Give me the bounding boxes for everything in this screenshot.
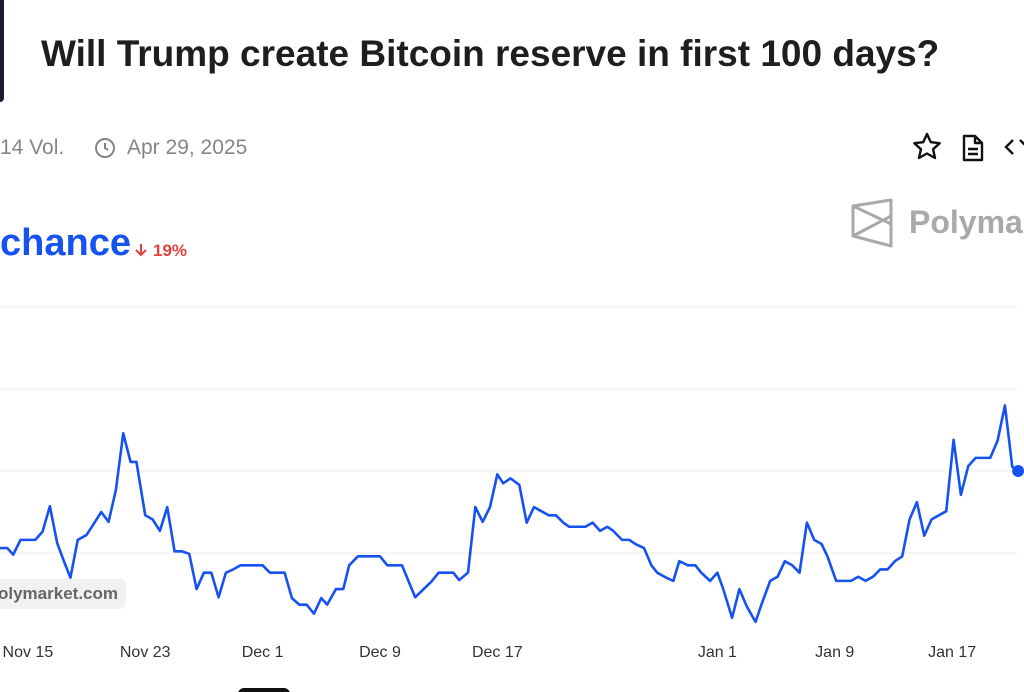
watermark: olymarket.com <box>0 579 126 609</box>
price-line <box>0 404 1019 624</box>
brand-name: Polymark <box>909 204 1024 240</box>
embed-button[interactable] <box>1004 136 1024 158</box>
bookmark-button[interactable] <box>912 132 942 162</box>
bottom-button[interactable] <box>238 688 290 692</box>
market-title: Will Trump create Bitcoin reserve in fir… <box>41 33 940 74</box>
document-button[interactable] <box>960 134 986 162</box>
change-label: 19% <box>153 241 188 260</box>
x-tick-label: Dec 17 <box>472 644 523 661</box>
x-tick-label: Jan 17 <box>928 644 976 661</box>
current-point <box>1012 465 1024 477</box>
x-tick-label: Jan 1 <box>698 644 737 661</box>
market-image <box>0 0 4 102</box>
down-arrow <box>135 244 147 257</box>
x-tick-label: Nov 15 <box>3 644 54 661</box>
x-tick-label: Jan 9 <box>815 644 854 661</box>
brand-logo <box>851 198 893 248</box>
x-tick-label: Nov 23 <box>120 644 171 661</box>
clock-icon <box>95 138 115 158</box>
x-tick-label: Dec 9 <box>359 644 401 661</box>
chance-label: chance <box>0 222 131 264</box>
end-date: Apr 29, 2025 <box>127 136 248 159</box>
volume: 14 Vol. <box>0 136 65 159</box>
x-tick-label: Dec 1 <box>242 644 284 661</box>
